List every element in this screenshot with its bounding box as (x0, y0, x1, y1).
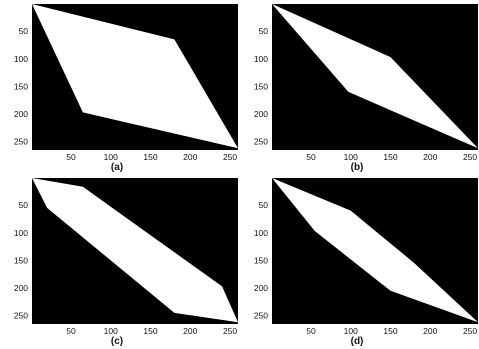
panel-c-caption: (c) (111, 336, 123, 347)
panel-c-y-tick-label: 200 (14, 283, 28, 293)
panel-b-x-tick-label: 150 (383, 152, 397, 162)
panel-b-y-tick-label: 100 (254, 54, 268, 64)
panel-c-x-tick-label: 250 (223, 326, 237, 336)
panel-a: 50 100 150 200 250 50 100 150 200 250 (a) (0, 0, 239, 174)
panel-b-x-tick-label: 200 (423, 152, 437, 162)
panel-b-caption: (b) (351, 162, 364, 173)
panel-a-y-tick-label: 200 (14, 109, 28, 119)
panel-c-y-tick-label: 150 (14, 255, 28, 265)
panel-c-x-tick-label: 100 (104, 326, 118, 336)
panel-d-y-tick-label: 200 (254, 283, 268, 293)
panel-d-x-tick-label: 250 (463, 326, 477, 336)
panel-b-x-tick-label: 50 (306, 152, 316, 162)
panel-b-y-tick-label: 250 (254, 137, 268, 147)
panel-d-x-tick-label: 150 (383, 326, 397, 336)
panel-a-y-tick-label: 100 (14, 54, 28, 64)
panel-d: 50 100 150 200 250 50 100 150 200 250 (d) (240, 174, 479, 348)
panel-c-y-tick-label: 50 (19, 200, 29, 210)
panel-d-x-tick-label: 100 (344, 326, 358, 336)
panel-d-y-tick-label: 250 (254, 311, 268, 321)
panel-a-x-tick-label: 50 (66, 152, 76, 162)
panel-d-x-tick-label: 50 (306, 326, 316, 336)
panel-b-x-tick-label: 100 (344, 152, 358, 162)
panel-a-x-tick-label: 200 (183, 152, 197, 162)
panel-b-y-tick-label: 200 (254, 109, 268, 119)
panel-a-y-tick-label: 150 (14, 81, 28, 91)
panel-c-region (32, 178, 238, 323)
panel-c-x-tick-label: 200 (183, 326, 197, 336)
panel-a-x-tick-label: 150 (143, 152, 157, 162)
panel-a-x-tick-label: 100 (104, 152, 118, 162)
panel-a-y-tick-label: 50 (19, 26, 29, 36)
panel-b: 50 100 150 200 250 50 100 150 200 250 (b) (240, 0, 479, 174)
panel-c-y-tick-label: 100 (14, 228, 28, 238)
panel-a-region (32, 4, 238, 149)
panel-c-y-tick-label: 250 (14, 311, 28, 321)
panel-a-figure: 50 100 150 200 250 50 100 150 200 250 (a) (14, 4, 238, 173)
panel-d-region (272, 178, 478, 323)
panel-b-y-tick-label: 50 (259, 26, 269, 36)
panel-a-y-tick-label: 250 (14, 137, 28, 147)
panel-b-y-tick-label: 150 (254, 81, 268, 91)
panel-c-x-tick-label: 150 (143, 326, 157, 336)
panel-d-y-tick-label: 50 (259, 200, 269, 210)
panel-c-figure: 50 100 150 200 250 50 100 150 200 250 (c) (14, 178, 238, 347)
panel-c-x-tick-label: 50 (66, 326, 76, 336)
panel-b-figure: 50 100 150 200 250 50 100 150 200 250 (b) (254, 4, 478, 173)
panel-c: 50 100 150 200 250 50 100 150 200 250 (c) (0, 174, 239, 348)
panel-d-caption: (d) (351, 336, 364, 347)
panel-d-y-tick-label: 100 (254, 228, 268, 238)
panel-a-caption: (a) (111, 162, 123, 173)
panel-d-y-tick-label: 150 (254, 255, 268, 265)
panel-a-x-tick-label: 250 (223, 152, 237, 162)
panel-b-x-tick-label: 250 (463, 152, 477, 162)
panel-d-figure: 50 100 150 200 250 50 100 150 200 250 (d) (254, 178, 478, 347)
panel-d-x-tick-label: 200 (423, 326, 437, 336)
panel-b-region (272, 4, 478, 149)
